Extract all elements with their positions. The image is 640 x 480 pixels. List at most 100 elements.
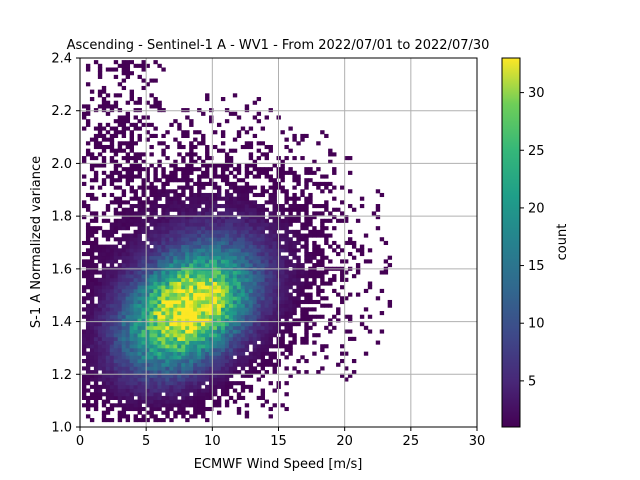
heatmap-cell [93, 156, 99, 161]
heatmap-cell [129, 406, 134, 412]
heatmap-cell [153, 322, 158, 327]
heatmap-cell [232, 189, 238, 194]
heatmap-cell [228, 148, 234, 153]
heatmap-cell [165, 248, 170, 253]
heatmap-cell [113, 170, 119, 175]
heatmap-cell [169, 399, 174, 404]
heatmap-cell [93, 255, 99, 260]
heatmap-cell [324, 207, 329, 212]
heatmap-cell [236, 292, 242, 297]
heatmap-cell [213, 233, 218, 238]
heatmap-cell [89, 362, 95, 367]
heatmap-cell [209, 281, 214, 286]
heatmap-cell [189, 196, 194, 201]
heatmap-cell [232, 303, 238, 308]
heatmap-cell [216, 185, 222, 190]
heatmap-cell [355, 270, 361, 275]
heatmap-cell [157, 196, 162, 201]
heatmap-cell [149, 351, 154, 356]
heatmap-cell [157, 392, 162, 397]
heatmap-cell [224, 229, 230, 234]
heatmap-cell [113, 314, 119, 319]
heatmap-cell [109, 296, 115, 301]
heatmap-cell [181, 277, 186, 282]
heatmap-cell [169, 329, 174, 334]
heatmap-cell [173, 277, 178, 282]
heatmap-cell [288, 244, 293, 249]
heatmap-cell [173, 299, 178, 305]
heatmap-cell [209, 277, 214, 282]
heatmap-cell [288, 263, 293, 268]
heatmap-cell [113, 281, 119, 286]
heatmap-cell [141, 322, 146, 327]
heatmap-cell [220, 251, 226, 257]
heatmap-cell [141, 207, 146, 212]
heatmap-cell [292, 207, 297, 212]
heatmap-cell [153, 395, 158, 400]
heatmap-cell [197, 314, 202, 319]
heatmap-cell [205, 395, 210, 400]
heatmap-cell [224, 288, 230, 293]
heatmap-cell [165, 329, 170, 334]
heatmap-cell [288, 270, 293, 275]
heatmap-cell [252, 251, 258, 257]
heatmap-cell [288, 314, 293, 319]
heatmap-cell [232, 229, 238, 234]
heatmap-cell [288, 170, 293, 175]
heatmap-cell [224, 281, 230, 286]
heatmap-cell [300, 288, 305, 293]
heatmap-cell [109, 270, 115, 275]
heatmap-cell [296, 178, 301, 183]
heatmap-cell [169, 270, 174, 275]
heatmap-cell [173, 373, 178, 378]
heatmap-cell [181, 207, 186, 212]
heatmap-cell [193, 288, 198, 293]
x-axis-ticks: 0 5 10 15 20 25 30 [76, 427, 485, 449]
heatmap-cell [185, 226, 190, 231]
heatmap-cell [89, 359, 95, 364]
heatmap-cell [320, 274, 325, 279]
heatmap-cell [193, 373, 198, 378]
heatmap-cell [344, 329, 349, 334]
heatmap-cell [121, 222, 127, 227]
heatmap-cell [189, 362, 194, 367]
heatmap-cell [161, 281, 166, 286]
heatmap-cell [193, 277, 198, 282]
heatmap-cell [189, 248, 194, 253]
heatmap-cell [189, 270, 194, 275]
heatmap-cell [280, 296, 285, 301]
heatmap-cell [280, 274, 285, 279]
heatmap-cell [109, 148, 115, 153]
heatmap-cell [244, 248, 250, 253]
heatmap-cell [304, 259, 309, 264]
heatmap-cell [240, 204, 246, 209]
heatmap-cell [161, 274, 166, 279]
heatmap-cell [324, 240, 329, 246]
heatmap-cell [145, 170, 150, 175]
heatmap-cell [220, 163, 226, 168]
heatmap-cell [320, 248, 325, 253]
heatmap-cell [292, 288, 297, 293]
heatmap-cell [181, 322, 186, 327]
heatmap-cell [209, 366, 214, 371]
heatmap-cell [272, 207, 277, 212]
heatmap-cell [185, 373, 190, 378]
heatmap-cell [332, 215, 337, 220]
heatmap-cell [185, 170, 190, 175]
heatmap-cell [312, 244, 317, 249]
heatmap-cell [89, 248, 95, 253]
heatmap-cell [157, 373, 162, 378]
heatmap-cell [252, 351, 258, 356]
heatmap-cell [387, 263, 393, 268]
heatmap-cell [113, 325, 119, 330]
heatmap-cell [141, 178, 146, 183]
heatmap-cell [228, 351, 234, 356]
heatmap-cell [129, 218, 134, 223]
heatmap-cell [113, 355, 119, 360]
heatmap-cell [129, 347, 134, 353]
heatmap-cell [149, 311, 154, 316]
heatmap-cell [177, 377, 182, 382]
heatmap-cell [157, 104, 162, 109]
heatmap-cell [161, 263, 166, 268]
heatmap-cell [197, 248, 202, 253]
